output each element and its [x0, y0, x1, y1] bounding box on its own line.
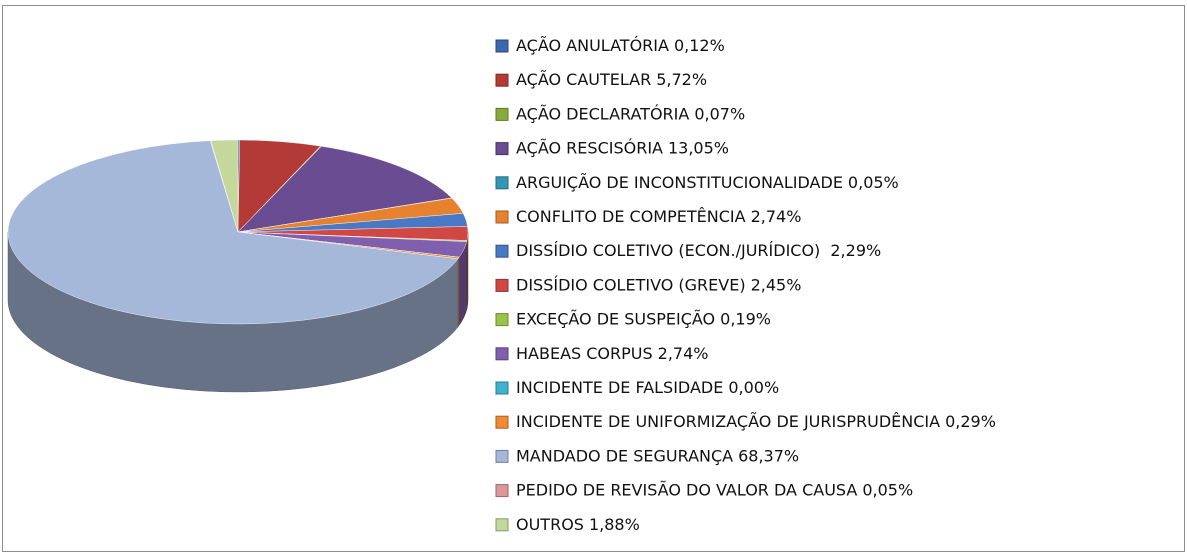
legend-value: 0,12% — [674, 36, 725, 55]
legend-category: DISSÍDIO COLETIVO (GREVE) — [516, 275, 746, 294]
legend-value: 0,05% — [862, 480, 913, 499]
legend-category: AÇÃO ANULATÓRIA — [516, 36, 669, 55]
legend-category: INCIDENTE DE UNIFORMIZAÇÃO DE JURISPRUDÊ… — [516, 412, 940, 431]
legend-swatch — [495, 107, 509, 121]
legend-value: 2,45% — [751, 275, 802, 294]
legend-swatch — [495, 381, 509, 395]
legend-category: AÇÃO DECLARATÓRIA — [516, 104, 689, 123]
legend-category: OUTROS — [516, 514, 584, 533]
slice — [237, 146, 453, 233]
legend-swatch — [495, 142, 509, 156]
legend-swatch — [495, 347, 509, 361]
legend-value: 0,00% — [728, 378, 779, 397]
legend-category: CONFLITO DE COMPETÊNCIA — [516, 207, 746, 226]
legend-swatch — [495, 415, 509, 429]
legend-category: AÇÃO RESCISÓRIA — [516, 138, 663, 157]
legend-value: 5,72% — [656, 70, 707, 89]
legend-value: 1,88% — [589, 514, 640, 533]
legend-value: 0,07% — [694, 104, 745, 123]
legend-value: 2,74% — [658, 343, 709, 362]
legend-label: INCIDENTE DE UNIFORMIZAÇÃO DE JURISPRUDÊ… — [516, 412, 996, 431]
legend-label: AÇÃO CAUTELAR 5,72% — [516, 70, 707, 89]
legend-value: 0,29% — [945, 412, 996, 431]
legend-category: DISSÍDIO COLETIVO (ECON./JURÍDICO) — [516, 241, 825, 260]
legend-category: ARGUIÇÃO DE INCONSTITUCIONALIDADE — [516, 172, 843, 191]
legend-value: 68,37% — [738, 446, 799, 465]
legend-swatch — [495, 176, 509, 190]
legend-swatch — [495, 518, 509, 532]
legend-label: AÇÃO RESCISÓRIA 13,05% — [516, 138, 729, 157]
legend-label: ARGUIÇÃO DE INCONSTITUCIONALIDADE 0,05% — [516, 172, 899, 191]
legend-swatch — [495, 39, 509, 53]
legend-label: DISSÍDIO COLETIVO (GREVE) 2,45% — [516, 275, 801, 294]
legend-label: CONFLITO DE COMPETÊNCIA 2,74% — [516, 207, 801, 226]
legend-category: PEDIDO DE REVISÃO DO VALOR DA CAUSA — [516, 480, 857, 499]
slice — [7, 140, 459, 325]
legend-label: AÇÃO DECLARATÓRIA 0,07% — [516, 104, 745, 123]
legend-value: 13,05% — [668, 138, 729, 157]
legend-swatch — [495, 210, 509, 224]
legend-swatch — [495, 73, 509, 87]
legend-label: PEDIDO DE REVISÃO DO VALOR DA CAUSA 0,05% — [516, 480, 913, 499]
legend-label: OUTROS 1,88% — [516, 514, 640, 533]
legend-value: 2,29% — [830, 241, 881, 260]
legend-category: INCIDENTE DE FALSIDADE — [516, 378, 723, 397]
legend-swatch — [495, 278, 509, 292]
legend-label: EXCEÇÃO DE SUSPEIÇÃO 0,19% — [516, 309, 771, 328]
legend-swatch — [495, 484, 509, 498]
legend-label: MANDADO DE SEGURANÇA 68,37% — [516, 446, 799, 465]
legend-swatch — [495, 244, 509, 258]
legend-category: HABEAS CORPUS — [516, 343, 653, 362]
legend-label: DISSÍDIO COLETIVO (ECON./JURÍDICO) 2,29% — [516, 241, 881, 260]
legend-category: EXCEÇÃO DE SUSPEIÇÃO — [516, 309, 715, 328]
legend-swatch — [495, 313, 509, 327]
legend-label: INCIDENTE DE FALSIDADE 0,00% — [516, 378, 779, 397]
legend-swatch — [495, 449, 509, 463]
legend-category: MANDADO DE SEGURANÇA — [516, 446, 733, 465]
legend-category: AÇÃO CAUTELAR — [516, 70, 651, 89]
legend-label: HABEAS CORPUS 2,74% — [516, 343, 708, 362]
legend-value: 0,19% — [720, 309, 771, 328]
slice — [210, 139, 239, 233]
legend-label: AÇÃO ANULATÓRIA 0,12% — [516, 36, 725, 55]
legend-value: 0,05% — [848, 172, 899, 191]
legend-value: 2,74% — [751, 207, 802, 226]
